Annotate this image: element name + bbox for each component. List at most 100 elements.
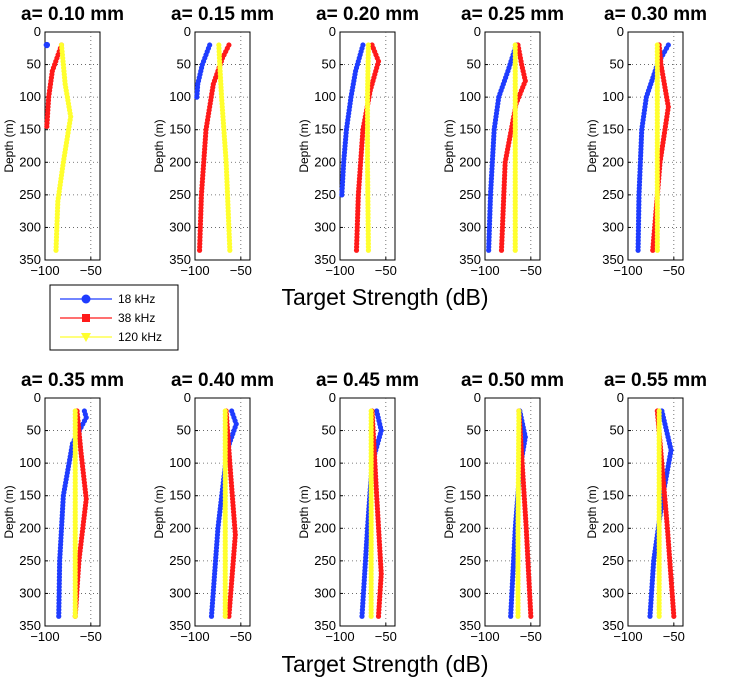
y-tick-label: 50 (610, 423, 624, 438)
y-tick-label: 200 (314, 154, 336, 169)
data-point (528, 613, 534, 619)
y-axis-label: Depth (m) (442, 119, 456, 172)
series-120-khz (515, 408, 522, 619)
panel-1: a= 0.10 mm0 50 100 150 200 250 300 350−100 −50 De… (2, 4, 124, 278)
y-tick-label: 350 (19, 252, 41, 267)
series-120-khz (216, 42, 233, 253)
panel-2: a= 0.15 mm0 50 100 150 200 250 300 350−100 −50 De… (152, 4, 274, 278)
x-tick-label: −50 (230, 263, 252, 278)
legend-label: 18 kHz (118, 292, 155, 306)
data-point (208, 613, 215, 619)
legend-label: 120 kHz (118, 330, 162, 344)
panel-title: a= 0.20 mm (316, 4, 419, 25)
data-point (486, 247, 492, 253)
y-tick-label: 300 (459, 219, 481, 234)
y-tick-label: 300 (459, 585, 481, 600)
x-tick-label: −100 (470, 263, 499, 278)
y-tick-label: 50 (177, 57, 191, 72)
y-axis-label: Depth (m) (2, 119, 16, 172)
series-18-khz (43, 41, 51, 49)
y-tick-label: 150 (19, 122, 41, 137)
data-point (43, 41, 51, 49)
x-tick-label: −100 (30, 629, 59, 644)
y-tick-label: 100 (169, 89, 191, 104)
y-tick-label: 250 (459, 187, 481, 202)
panel-7: a= 0.40 mm0 50 100 150 200 250 300 350−100 −50 De… (152, 370, 274, 644)
y-tick-label: 0 (184, 390, 191, 405)
y-tick-label: 350 (169, 252, 191, 267)
y-tick-label: 250 (19, 553, 41, 568)
data-point (647, 613, 653, 619)
x-tick-label: −50 (663, 263, 685, 278)
panel-title: a= 0.40 mm (171, 370, 274, 391)
data-point (635, 247, 641, 253)
y-tick-label: 0 (474, 390, 481, 405)
y-tick-label: 100 (19, 89, 41, 104)
y-axis-label: Depth (m) (297, 485, 311, 538)
x-axis-label-bottom: Target Strength (dB) (281, 651, 488, 677)
series-120-khz (53, 42, 74, 253)
y-tick-label: 300 (19, 219, 41, 234)
y-tick-label: 100 (19, 455, 41, 470)
y-tick-label: 50 (177, 423, 191, 438)
data-point (53, 247, 59, 253)
y-tick-label: 200 (314, 520, 336, 535)
y-tick-label: 350 (169, 618, 191, 633)
y-tick-label: 150 (169, 122, 191, 137)
x-tick-label: −100 (325, 263, 354, 278)
y-tick-label: 150 (19, 488, 41, 503)
panel-6: a= 0.35 mm0 50 100 150 200 250 300 350−100 −50 De… (2, 370, 124, 644)
y-axis-label: Depth (m) (152, 119, 166, 172)
series-18-khz (194, 42, 213, 100)
y-tick-label: 300 (602, 585, 624, 600)
y-tick-label: 0 (329, 24, 336, 39)
y-tick-label: 250 (169, 553, 191, 568)
y-tick-label: 100 (459, 455, 481, 470)
x-tick-label: −50 (375, 263, 397, 278)
y-tick-label: 300 (19, 585, 41, 600)
data-point (512, 247, 518, 253)
y-axis-label: Depth (m) (585, 119, 599, 172)
panel-10: a= 0.55 mm0 50 100 150 200 250 300 350−100 −50 De… (585, 370, 707, 644)
axes-frame (44, 397, 101, 627)
y-tick-label: 300 (314, 585, 336, 600)
data-point (508, 613, 514, 619)
x-tick-label: −50 (80, 263, 102, 278)
y-tick-label: 200 (459, 154, 481, 169)
data-point (196, 247, 203, 253)
data-point (56, 613, 62, 619)
x-tick-label: −50 (663, 629, 685, 644)
y-tick-label: 100 (459, 89, 481, 104)
y-tick-label: 100 (602, 89, 624, 104)
series-120-khz (222, 408, 228, 619)
y-axis-label: Depth (m) (152, 485, 166, 538)
y-tick-label: 150 (314, 488, 336, 503)
legend-marker-square (82, 314, 90, 322)
legend-marker-triangle (81, 333, 91, 342)
y-tick-label: 150 (459, 488, 481, 503)
axes-frame (194, 397, 251, 627)
series-120-khz (364, 42, 372, 253)
panel-title: a= 0.15 mm (171, 4, 274, 25)
y-tick-label: 50 (467, 57, 481, 72)
series-120-khz (512, 42, 518, 253)
x-tick-label: −50 (375, 629, 397, 644)
x-tick-label: −100 (613, 263, 642, 278)
legend-entry: 38 kHz (60, 311, 155, 325)
y-tick-label: 350 (602, 252, 624, 267)
y-tick-label: 200 (459, 520, 481, 535)
series-18-khz (56, 408, 89, 619)
x-tick-label: −100 (30, 263, 59, 278)
data-point (353, 247, 360, 253)
data-point (194, 94, 200, 100)
panel-title: a= 0.35 mm (21, 370, 124, 391)
panel-title: a= 0.25 mm (461, 4, 564, 25)
y-tick-label: 0 (34, 390, 41, 405)
y-tick-label: 150 (459, 122, 481, 137)
x-axis-label-top: Target Strength (dB) (281, 284, 488, 310)
y-tick-label: 350 (19, 618, 41, 633)
y-tick-label: 50 (467, 423, 481, 438)
y-tick-label: 50 (27, 57, 41, 72)
